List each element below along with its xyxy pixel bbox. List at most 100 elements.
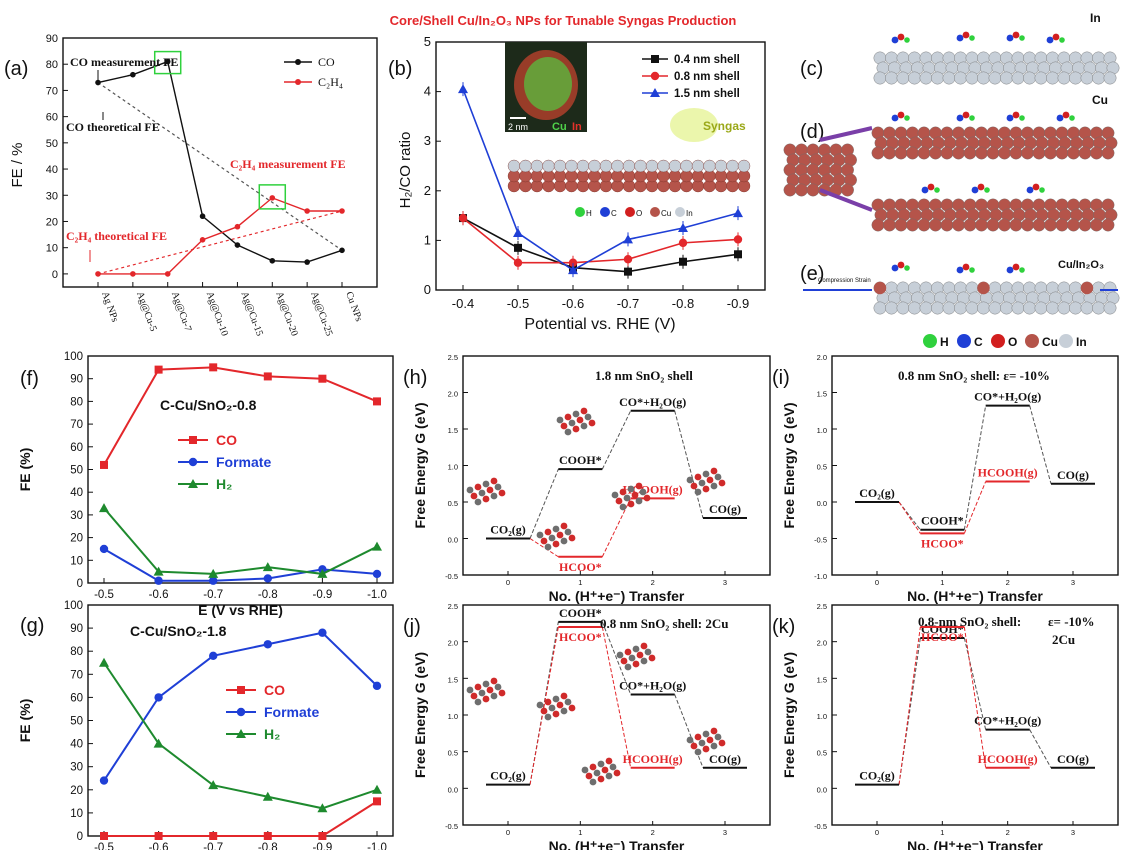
slab-atom — [963, 218, 977, 232]
connector-line — [674, 694, 704, 768]
x-tick-label: -0.5 — [507, 296, 529, 311]
x-tick-label: -0.8 — [672, 296, 694, 311]
slab-atom — [929, 218, 942, 232]
slab-atom — [1021, 218, 1034, 232]
slab-atom — [1055, 146, 1069, 160]
y-tick-label: 30 — [70, 762, 83, 774]
data-point — [130, 71, 136, 78]
connector-line — [963, 405, 987, 530]
slab-cluster-atom — [624, 663, 632, 671]
x-axis-label: E (V vs RHE) — [198, 602, 283, 618]
y-tick-label: 1.0 — [448, 463, 458, 472]
annotation: C₂H₄ measurement FE — [230, 157, 346, 171]
slab-atom — [1021, 146, 1034, 160]
x-axis-label: Potential vs. RHE (V) — [524, 316, 675, 333]
y-tick-label: 1.0 — [817, 712, 827, 721]
legend-label: Formate — [264, 704, 319, 720]
slab-cluster-atom — [564, 698, 572, 706]
atom-legend-label: H — [940, 335, 949, 349]
molecule-atom — [962, 263, 970, 271]
slab-atom — [919, 71, 933, 85]
connector-line — [1029, 405, 1052, 484]
syngas-bubble — [670, 108, 718, 142]
chart-title: 0.8 nm SnO₂ shell: 2Cu — [600, 616, 729, 631]
slab-cluster-atom — [619, 488, 627, 496]
inset-label: In — [572, 121, 582, 133]
y-tick-label: 90 — [70, 623, 83, 635]
x-tick-label: 2 — [1006, 578, 1010, 587]
y-axis-label: Free Energy G (eV) — [781, 402, 797, 528]
data-point — [99, 776, 109, 785]
x-tick-label: -0.5 — [94, 842, 114, 850]
x-tick-label: 2 — [651, 828, 655, 837]
theory-line — [97, 82, 343, 251]
atom-legend-label: H — [586, 209, 592, 218]
x-tick-label: 3 — [1071, 578, 1075, 587]
slab-cluster-atom — [552, 710, 560, 718]
slab-cluster-atom — [474, 498, 482, 506]
slab-atom — [1011, 71, 1025, 85]
slab-cluster-atom — [702, 745, 710, 753]
energy-level-label: HCOOH(g) — [623, 752, 683, 766]
slab-cluster-atom — [710, 742, 718, 750]
energy-level-label: HCOO* — [559, 560, 602, 574]
data-point — [100, 460, 108, 469]
y-tick-label: 80 — [70, 646, 83, 658]
y-tick-label: 60 — [70, 692, 83, 704]
x-tick-label: Ag@Cu-25 — [308, 290, 334, 337]
slab-cluster-atom — [644, 648, 652, 656]
slab-atom — [1034, 301, 1048, 315]
panel-letter-d: (d) — [800, 121, 824, 143]
y-tick-label: 20 — [70, 533, 83, 545]
data-point — [208, 780, 219, 790]
data-point — [100, 832, 108, 840]
y-tick-label: 40 — [70, 487, 83, 499]
slab-atom — [1044, 218, 1057, 232]
x-tick-label: 0 — [506, 828, 510, 837]
legend-marker — [650, 88, 660, 97]
slab-atom — [795, 183, 808, 197]
slab-atom — [1046, 301, 1059, 315]
connector-line — [963, 626, 987, 768]
molecule-atom — [1012, 263, 1020, 271]
molecule-atom — [971, 186, 979, 194]
chart-title: C-Cu/SnO₂-1.8 — [130, 623, 227, 639]
chart-title-part: 2Cu — [1052, 632, 1075, 647]
slab-cluster-atom — [552, 695, 560, 703]
molecule-atom — [1069, 115, 1075, 121]
slab-cluster-atom — [628, 654, 636, 662]
inset-image — [524, 57, 572, 111]
data-point — [372, 569, 382, 579]
slab-atom — [975, 146, 988, 160]
legend-marker — [236, 729, 246, 738]
slab-cluster-atom — [568, 419, 576, 427]
connector-line — [898, 501, 921, 531]
x-tick-label: Ag@Cu-15 — [239, 290, 265, 337]
y-axis-label: Free Energy G (eV) — [412, 402, 428, 528]
legend-marker — [651, 55, 659, 63]
slab-atom — [883, 218, 896, 232]
data-point — [209, 363, 218, 372]
slab-cluster-atom — [632, 660, 640, 668]
strain-label: Compression Strain — [818, 278, 871, 284]
atom-legend-marker — [675, 207, 685, 217]
slab-atom — [965, 301, 979, 315]
slab-cluster-atom — [619, 503, 627, 511]
slab-cluster-atom — [635, 497, 643, 505]
molecule-atom — [897, 111, 905, 119]
data-point — [154, 693, 163, 702]
data-point — [678, 238, 688, 248]
energy-level-label: CO(g) — [1057, 468, 1089, 482]
slab-cluster-atom — [580, 407, 588, 415]
annotation: CO measurement FE — [70, 55, 178, 69]
slab-cluster-atom — [613, 769, 621, 777]
y-tick-label: 100 — [64, 351, 83, 363]
data-point — [318, 832, 327, 840]
data-point — [209, 651, 218, 661]
slab-cluster-atom — [686, 736, 694, 744]
y-tick-label: 50 — [46, 138, 58, 150]
y-tick-label: 50 — [70, 465, 83, 477]
annotation: C₂H₄ theoretical FE — [66, 229, 167, 243]
slab-cluster-atom — [616, 651, 624, 659]
slab-cluster-atom — [498, 489, 506, 497]
